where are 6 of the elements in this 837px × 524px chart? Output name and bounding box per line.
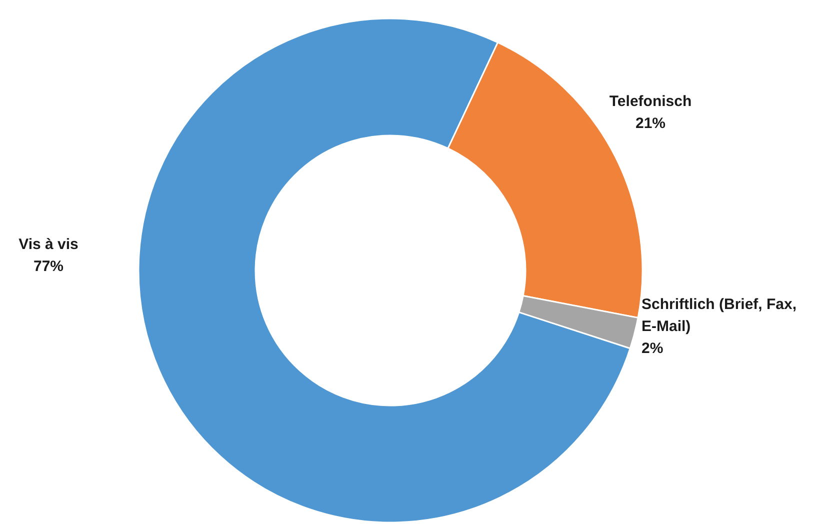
data-label: 2% xyxy=(642,340,664,358)
slice-label: Schriftlich (Brief, Fax, E-Mail) xyxy=(642,296,797,335)
slice-label: Telefonisch xyxy=(609,92,692,110)
slice-label: Vis à vis xyxy=(18,236,78,253)
data-label: 77% xyxy=(33,258,64,276)
data-label: 21% xyxy=(635,115,666,132)
